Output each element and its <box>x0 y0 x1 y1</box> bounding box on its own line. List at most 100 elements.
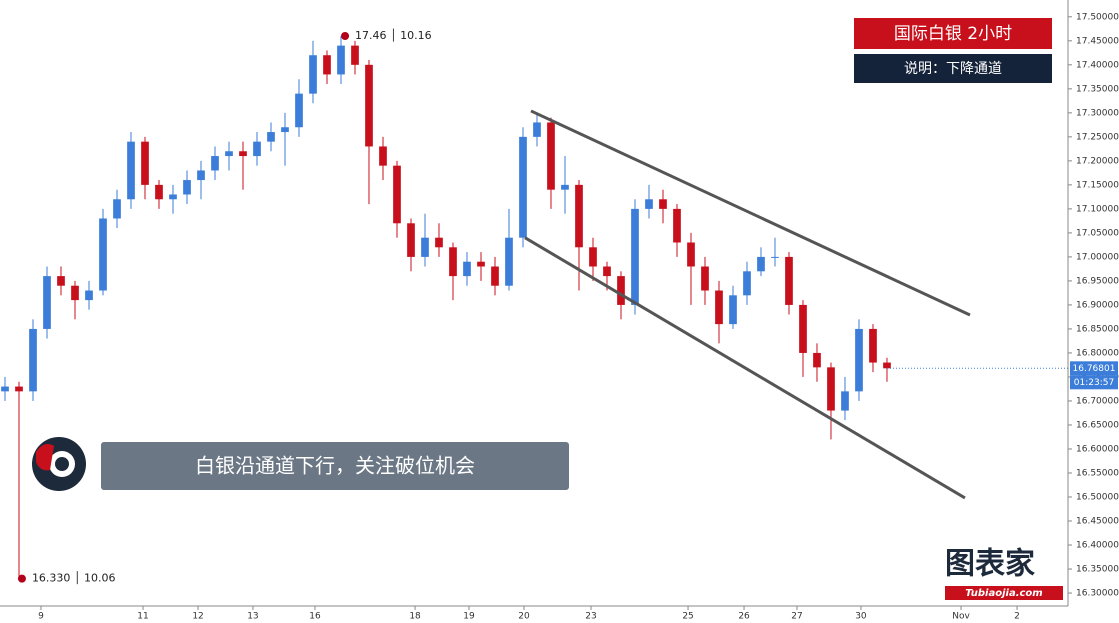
candle-body <box>141 141 149 185</box>
candle-body <box>631 208 639 305</box>
banner <box>101 442 569 490</box>
candle-body <box>547 122 555 190</box>
candle-body <box>197 170 205 181</box>
trendline <box>524 236 966 500</box>
avatar-icon <box>32 437 86 491</box>
logo-bar <box>945 586 1063 600</box>
annotation-label: 17.46 │ 10.16 <box>355 28 432 42</box>
y-tick-label: 17.15000 <box>1076 180 1119 190</box>
y-tick-label: 17.35000 <box>1076 84 1119 94</box>
title-box <box>854 18 1052 49</box>
candle-body <box>729 295 737 325</box>
candle-body <box>841 391 849 411</box>
subtitle-box <box>854 54 1052 83</box>
candle-body <box>365 64 373 147</box>
candle-body <box>211 156 219 171</box>
candle-body <box>477 261 485 267</box>
candle-body <box>379 146 387 166</box>
y-tick-label: 16.45000 <box>1076 517 1119 527</box>
candle-body <box>435 237 443 248</box>
candle-body <box>869 328 877 363</box>
y-tick-label: 17.40000 <box>1076 60 1119 70</box>
candle-body <box>337 45 345 75</box>
x-tick-label: 30 <box>855 612 867 622</box>
y-tick-label: 17.00000 <box>1076 252 1119 262</box>
candle-body <box>827 367 835 411</box>
logo: 图表家 <box>945 547 1035 582</box>
banner-text: 白银沿通道下行，关注破位机会 <box>195 454 475 478</box>
annotation-dot <box>17 574 26 583</box>
candle-body <box>183 180 191 195</box>
candle-body <box>43 276 51 329</box>
y-tick-label: 16.95000 <box>1076 276 1119 286</box>
candle-body <box>113 199 121 219</box>
x-tick-label: 11 <box>137 612 148 622</box>
y-tick-label: 16.60000 <box>1076 444 1119 454</box>
candle-body <box>1 386 9 392</box>
y-tick-label: 17.25000 <box>1076 132 1119 142</box>
candle-body <box>169 194 177 200</box>
y-tick-label: 17.45000 <box>1076 36 1119 46</box>
candle-body <box>127 141 135 200</box>
y-tick-label: 17.30000 <box>1076 108 1119 118</box>
y-tick-label: 16.40000 <box>1076 541 1119 551</box>
y-tick-label: 17.20000 <box>1076 156 1119 166</box>
candle-body <box>645 199 653 209</box>
candle-body <box>743 271 751 296</box>
candle-body <box>701 266 709 291</box>
candle-body <box>785 256 793 305</box>
candle-body <box>659 199 667 209</box>
candle-body <box>757 256 765 272</box>
y-tick-label: 17.10000 <box>1076 204 1119 214</box>
x-tick-label: 20 <box>518 612 530 622</box>
x-tick-label: 27 <box>791 612 802 622</box>
y-tick-label: 17.50000 <box>1076 12 1119 22</box>
candle-body <box>589 247 597 267</box>
candle-body <box>281 127 289 133</box>
x-tick-label: 2 <box>1014 612 1020 622</box>
candle-body <box>155 184 163 200</box>
x-tick-label: 26 <box>738 612 750 622</box>
annotation-dot <box>341 32 350 41</box>
candle-body <box>617 276 625 305</box>
candle-body <box>351 45 359 65</box>
candle-body <box>505 237 513 286</box>
candle-body <box>771 256 779 258</box>
y-tick-label: 16.90000 <box>1076 300 1119 310</box>
y-tick-label: 16.35000 <box>1076 565 1119 575</box>
x-tick-label: 16 <box>309 612 321 622</box>
y-tick-label: 16.50000 <box>1076 492 1119 502</box>
candle-body <box>519 136 527 238</box>
logo-subtext: Tubiaojia.com <box>965 588 1042 599</box>
candle-body <box>533 122 541 137</box>
candle-body <box>491 266 499 286</box>
candle-body <box>295 93 303 128</box>
candle-body <box>603 266 611 277</box>
chart-title: 国际白银 2小时 <box>894 24 1012 44</box>
candle-body <box>687 242 695 267</box>
y-tick-label: 16.55000 <box>1076 468 1119 478</box>
candle-body <box>855 328 863 392</box>
countdown-box <box>1070 375 1118 390</box>
candle-body <box>715 290 723 325</box>
candle-body <box>561 184 569 190</box>
candle-body <box>883 362 891 369</box>
x-tick-label: 12 <box>192 612 203 622</box>
y-tick-label: 16.70000 <box>1076 396 1119 406</box>
y-tick-label: 16.30000 <box>1076 589 1119 599</box>
candle-body <box>463 261 471 277</box>
candle-body <box>71 285 79 301</box>
x-tick-label: 25 <box>682 612 693 622</box>
candle-body <box>813 352 821 368</box>
candle-body <box>57 276 65 286</box>
candle-body <box>99 218 107 291</box>
candle-body <box>85 290 93 301</box>
candle-body <box>407 223 415 257</box>
last-price-label: 16.76801 <box>1073 364 1116 374</box>
y-tick-label: 17.05000 <box>1076 228 1119 238</box>
last-price-box <box>1070 361 1118 376</box>
candle-body <box>799 304 807 353</box>
candle-body <box>29 328 37 392</box>
